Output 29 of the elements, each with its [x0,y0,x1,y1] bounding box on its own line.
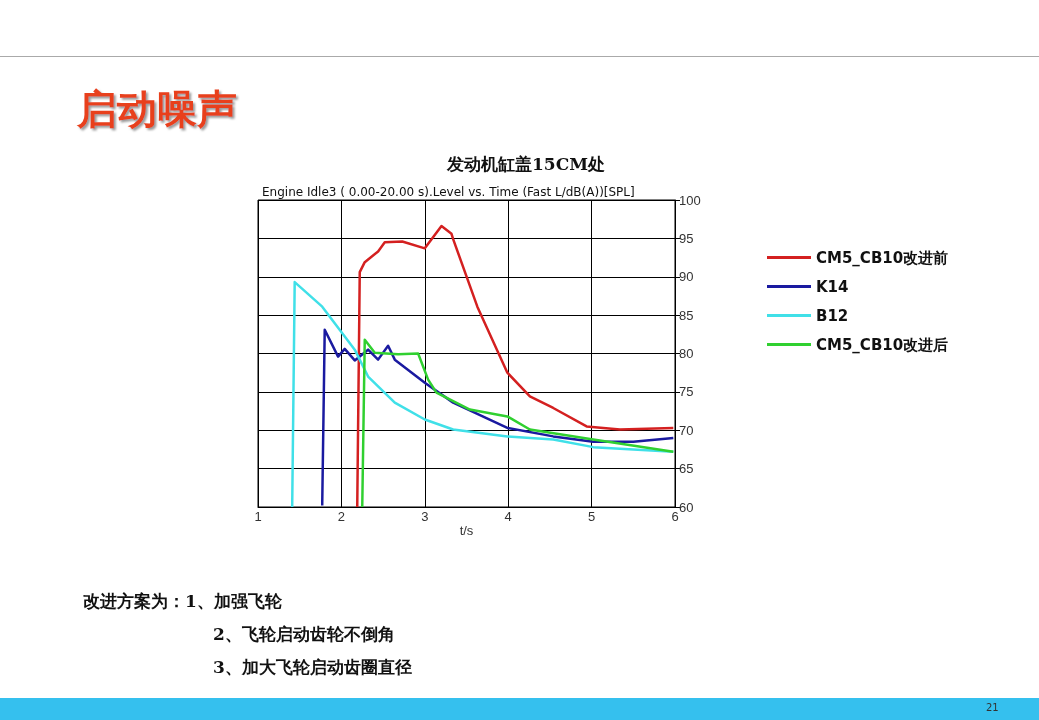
y-tick-label: 90 [679,269,694,285]
legend-label: K14 [816,277,849,296]
legend-label: CM5_CB10改进前 [816,248,949,267]
text: 改进方案为：1、加强飞轮 [83,590,282,613]
text: 2、飞轮启动齿轮不倒角 [213,623,395,646]
x-tick-label: 2 [337,509,346,524]
x-tick-label: 1 [254,509,262,524]
x-tick-label: 3 [421,509,429,524]
legend-label: CM5_CB10改进后 [816,335,949,354]
y-tick-label: 65 [679,461,694,477]
line-series [361,338,675,509]
y-tick-label: 100 [679,192,701,208]
x-tick-label: 6 [671,509,679,524]
y-tick-label: 70 [679,422,694,438]
x-tick-label: 4 [504,509,512,524]
y-tick-label: 85 [679,307,694,323]
x-axis-title: t/s [459,522,474,538]
text: 21 [986,702,999,713]
y-tick-label: 75 [679,384,694,400]
chart-subtitle: 发动机缸盖15CM处 [445,153,606,174]
y-tick-label: 80 [679,346,694,361]
legend-label: B12 [816,306,849,325]
y-tick-label: 95 [679,230,694,246]
text: Engine Idle3 ( 0.00-20.00 s).Level vs. Time (Fast L/dB(A))[SPL] [262,185,635,199]
x-tick-label: 5 [587,509,596,524]
y-tick-label: 60 [679,499,694,515]
text: 3、加大飞轮启动齿圈直径 [213,656,412,679]
chart-title: 启动噪声 [76,86,237,132]
line-series [356,224,675,509]
